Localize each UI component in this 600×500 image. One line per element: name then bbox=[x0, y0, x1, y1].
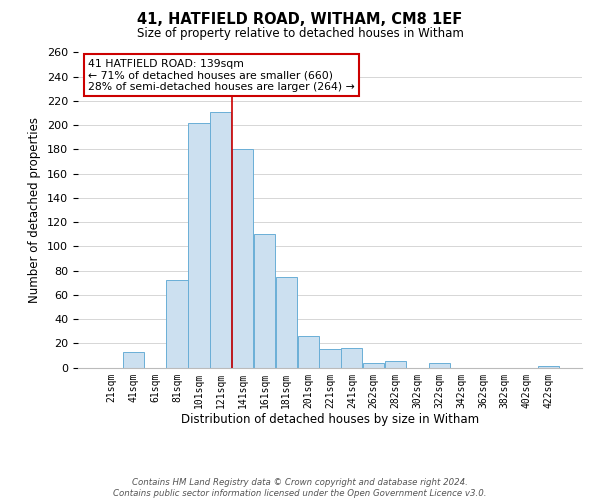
Bar bbox=[188, 123, 209, 368]
Text: Contains HM Land Registry data © Crown copyright and database right 2024.
Contai: Contains HM Land Registry data © Crown c… bbox=[113, 478, 487, 498]
Bar bbox=[232, 150, 253, 368]
Bar bbox=[319, 350, 341, 368]
Text: 41 HATFIELD ROAD: 139sqm
← 71% of detached houses are smaller (660)
28% of semi-: 41 HATFIELD ROAD: 139sqm ← 71% of detach… bbox=[88, 59, 355, 92]
Bar bbox=[385, 362, 406, 368]
Bar bbox=[538, 366, 559, 368]
Bar bbox=[166, 280, 188, 368]
Bar bbox=[123, 352, 144, 368]
X-axis label: Distribution of detached houses by size in Witham: Distribution of detached houses by size … bbox=[181, 413, 479, 426]
Bar bbox=[210, 112, 232, 368]
Bar bbox=[341, 348, 362, 368]
Bar bbox=[276, 276, 297, 368]
Text: Size of property relative to detached houses in Witham: Size of property relative to detached ho… bbox=[137, 28, 463, 40]
Y-axis label: Number of detached properties: Number of detached properties bbox=[28, 117, 41, 303]
Text: 41, HATFIELD ROAD, WITHAM, CM8 1EF: 41, HATFIELD ROAD, WITHAM, CM8 1EF bbox=[137, 12, 463, 28]
Bar bbox=[298, 336, 319, 368]
Bar bbox=[363, 362, 384, 368]
Bar bbox=[428, 362, 450, 368]
Bar bbox=[254, 234, 275, 368]
